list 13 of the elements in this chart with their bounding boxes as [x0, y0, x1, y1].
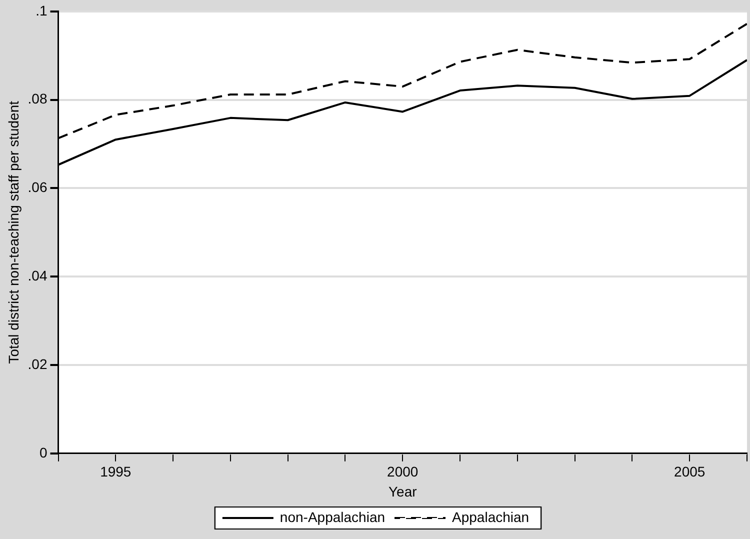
x-tick-label: 2005 — [674, 464, 706, 480]
y-tick-label: .1 — [36, 2, 48, 18]
x-tick-label: 2000 — [387, 464, 418, 480]
y-axis-title: Total district non-teaching staff per student — [5, 100, 22, 364]
legend-label: non-Appalachian — [280, 508, 386, 525]
y-tick-label: .02 — [28, 356, 48, 372]
y-tick-label: .08 — [28, 90, 48, 107]
legend-label: Appalachian — [452, 508, 530, 525]
y-tick-label: 0 — [39, 444, 48, 460]
x-axis-title: Year — [388, 483, 418, 500]
y-tick-label: .06 — [28, 179, 48, 196]
x-tick-label: 1995 — [100, 464, 132, 480]
y-tick-label: .04 — [28, 267, 48, 284]
